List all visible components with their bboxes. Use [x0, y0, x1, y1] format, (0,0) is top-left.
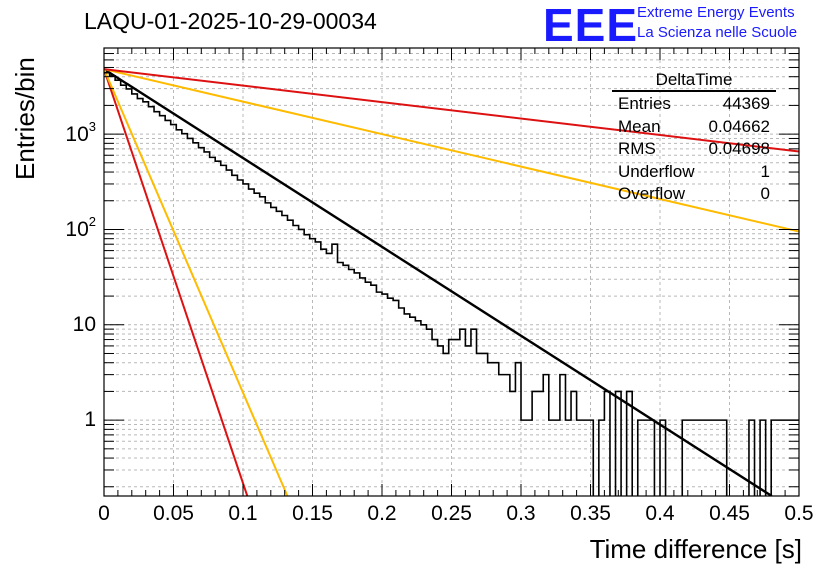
histogram-steps [104, 71, 799, 496]
x-tick-label: 0.35 [570, 502, 611, 525]
stats-title: DeltaTime [612, 70, 776, 92]
eee-logo: EEE [543, 0, 639, 51]
x-tick-label: 0.45 [709, 502, 750, 525]
stats-row-rms: RMS 0.04698 [612, 138, 776, 161]
y-tick-base: 10 [65, 123, 89, 147]
y-tick-label: 102 [65, 214, 96, 242]
y-tick-label: 103 [65, 119, 96, 147]
fit-curve-orange-steep [104, 68, 289, 496]
x-tick-label: 0 [98, 502, 110, 525]
x-tick-label: 0.4 [645, 502, 675, 525]
stats-row-entries: Entries 44369 [612, 93, 776, 116]
stats-value: 0.04662 [708, 116, 770, 136]
stats-row-underflow: Underflow 1 [612, 161, 776, 184]
stats-row-overflow: Overflow 0 [612, 183, 776, 206]
stats-box: DeltaTime Entries 44369 Mean 0.04662 RMS 0.… [612, 70, 776, 206]
x-tick-label: 0.25 [431, 502, 472, 525]
stats-label: Underflow [618, 161, 695, 181]
y-axis-label: Entries/bin [10, 57, 40, 180]
axis-ticks [103, 47, 800, 496]
stats-row-mean: Mean 0.04662 [612, 116, 776, 139]
y-tick-base: 10 [65, 218, 89, 242]
stats-label: Overflow [618, 184, 686, 204]
stats-label: RMS [618, 139, 656, 159]
stats-label: Mean [618, 116, 661, 136]
stats-value: 44369 [722, 94, 770, 113]
y-tick-exponent: 2 [88, 214, 96, 230]
y-tick-label: 1 [84, 408, 96, 432]
x-tick-label: 0.1 [228, 502, 258, 525]
x-tick-label: 0.5 [784, 502, 814, 525]
y-tick-base: 10 [72, 312, 96, 336]
fit-curve-red-steep [104, 68, 249, 496]
x-tick-label: 0.3 [506, 502, 536, 525]
y-tick-label: 10 [73, 313, 96, 337]
histogram [104, 71, 799, 496]
stats-value: 0.04698 [708, 139, 770, 159]
y-tick-exponent: 3 [88, 119, 96, 135]
stats-value: 0 [760, 184, 770, 204]
stats-label: Entries [618, 94, 671, 113]
fit-curve-orange-shallow [104, 68, 799, 233]
x-tick-label: 0.2 [367, 502, 397, 525]
chart-title: LAQU-01-2025-10-29-00034 [84, 8, 377, 34]
x-tick-label: 0.05 [153, 502, 194, 525]
x-axis-label: Time difference [s] [589, 534, 802, 564]
brand-line-2: La Scienza nelle Scuole [637, 24, 798, 41]
fit-curve-red-shallow [104, 68, 799, 153]
y-tick-base: 1 [84, 408, 96, 432]
brand-line-1: Extreme Energy Events [637, 4, 795, 21]
stats-value: 1 [760, 161, 770, 181]
x-tick-label: 0.15 [292, 502, 333, 525]
grid-lines [103, 47, 800, 496]
